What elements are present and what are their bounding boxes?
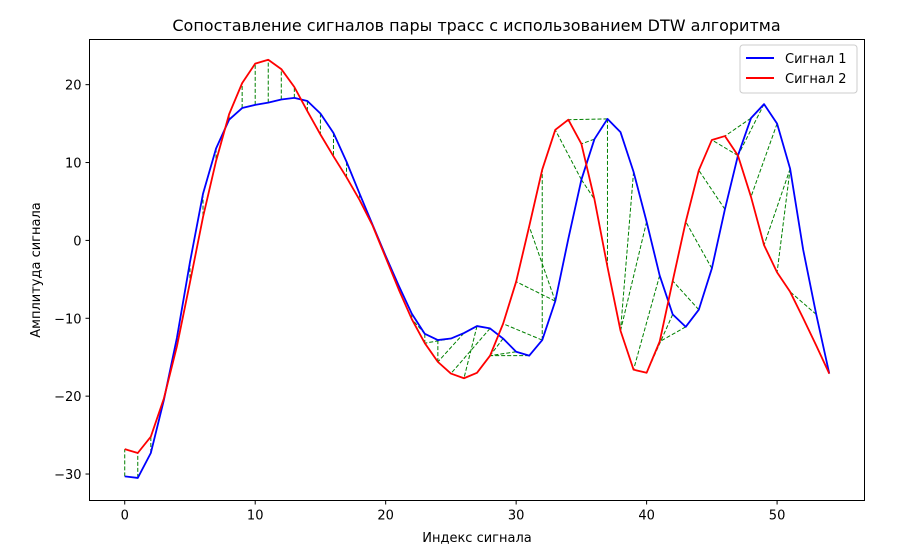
x-tick-label: 20 bbox=[377, 509, 394, 524]
dtw-connection-line-49 bbox=[698, 170, 726, 210]
y-tick-label: −10 bbox=[54, 312, 81, 327]
x-tick-label: 0 bbox=[121, 509, 129, 524]
plot-frame bbox=[89, 39, 865, 501]
x-tick-label: 30 bbox=[508, 509, 525, 524]
x-tick-label: 10 bbox=[247, 509, 264, 524]
dtw-connection-line-35 bbox=[528, 226, 556, 302]
series-line-1 bbox=[124, 97, 831, 479]
dtw-connection-line-42 bbox=[620, 171, 635, 331]
dtw-connection-line-48 bbox=[685, 221, 713, 269]
dtw-connection-line-51 bbox=[724, 117, 752, 137]
dtw-connection-line-29 bbox=[450, 328, 491, 374]
dtw-connection-line-53 bbox=[750, 123, 778, 197]
x-axis-label: Индекс сигнала bbox=[422, 531, 532, 546]
dtw-connection-line-43 bbox=[620, 221, 648, 331]
legend-label-series-2: Сигнал 2 bbox=[785, 72, 847, 87]
plot-area bbox=[124, 58, 831, 479]
dtw-connection-line-31 bbox=[489, 351, 517, 357]
dtw-connection-line-55 bbox=[776, 168, 791, 273]
dtw-connection-line-33 bbox=[502, 323, 543, 341]
y-tick-label: 0 bbox=[73, 234, 81, 249]
y-tick-label: −30 bbox=[54, 468, 81, 483]
dtw-connection-line-34 bbox=[515, 281, 556, 302]
x-tick-label: 40 bbox=[638, 509, 655, 524]
y-axis-label: Амплитуда сигнала bbox=[29, 202, 44, 337]
series-line-2 bbox=[124, 58, 831, 454]
dtw-connection-line-27 bbox=[437, 332, 465, 363]
y-tick-label: −20 bbox=[54, 390, 81, 405]
dtw-connection-line-44 bbox=[633, 275, 661, 370]
chart-title: Сопоставление сигналов пары трасс с испо… bbox=[172, 16, 780, 35]
x-axis-ticks: 0 10 20 30 40 50 bbox=[121, 500, 786, 524]
dtw-connection-line-28 bbox=[463, 325, 478, 379]
dtw-connection-line-40 bbox=[580, 179, 595, 200]
dtw-connection-line-38 bbox=[568, 118, 608, 121]
dtw-connection-line-46 bbox=[659, 326, 687, 343]
dtw-connection-line-39 bbox=[581, 138, 595, 145]
y-axis-ticks: −30 −20 −10 0 10 20 bbox=[54, 79, 90, 483]
dtw-connection-line-47 bbox=[672, 280, 700, 311]
x-tick-label: 50 bbox=[769, 509, 786, 524]
dtw-connection-line-50 bbox=[711, 139, 739, 156]
y-tick-label: 10 bbox=[65, 157, 82, 172]
legend: Сигнал 1 Сигнал 2 bbox=[739, 44, 858, 94]
dtw-connection-line-54 bbox=[763, 168, 791, 246]
series-lines bbox=[124, 58, 831, 479]
legend-label-series-1: Сигнал 1 bbox=[785, 52, 847, 67]
y-tick-label: 20 bbox=[65, 79, 82, 94]
dtw-connection-line-37 bbox=[554, 129, 582, 180]
dtw-connection-lines bbox=[124, 59, 830, 478]
dtw-connection-line-52 bbox=[737, 103, 765, 156]
